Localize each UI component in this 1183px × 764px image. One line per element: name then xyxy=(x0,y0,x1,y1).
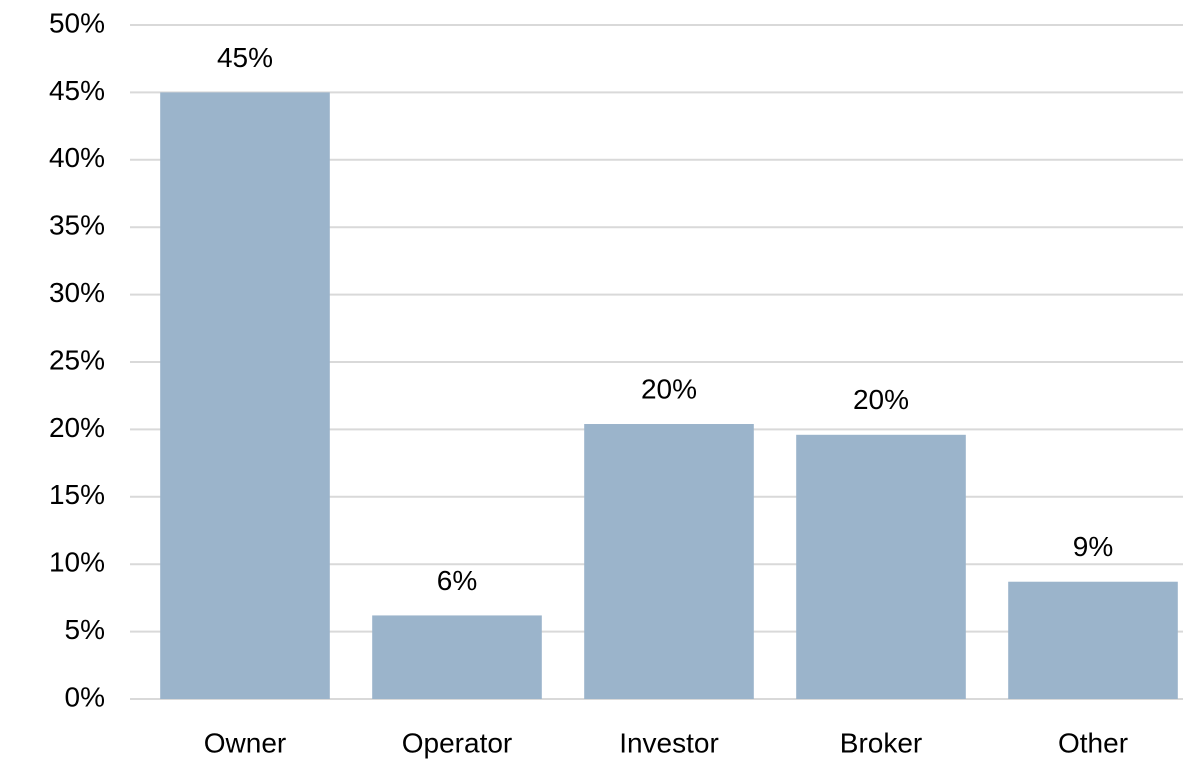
bar xyxy=(372,615,542,699)
y-tick-label: 5% xyxy=(65,614,105,645)
value-label: 9% xyxy=(1073,531,1113,562)
value-label: 20% xyxy=(641,373,697,404)
x-tick-label: Other xyxy=(1058,727,1128,758)
bar xyxy=(584,424,754,699)
y-tick-label: 15% xyxy=(49,479,105,510)
y-tick-label: 30% xyxy=(49,277,105,308)
y-tick-label: 40% xyxy=(49,142,105,173)
y-tick-label: 50% xyxy=(49,7,105,38)
y-tick-label: 10% xyxy=(49,547,105,578)
x-tick-label: Broker xyxy=(840,727,922,758)
value-label: 6% xyxy=(437,565,477,596)
y-tick-label: 25% xyxy=(49,344,105,375)
y-tick-label: 45% xyxy=(49,75,105,106)
bar xyxy=(1008,581,1178,699)
y-tick-label: 0% xyxy=(65,681,105,712)
bar xyxy=(160,92,330,699)
x-tick-label: Owner xyxy=(204,727,286,758)
value-label: 20% xyxy=(853,384,909,415)
bar xyxy=(796,434,966,699)
value-label: 45% xyxy=(217,42,273,73)
x-tick-label: Investor xyxy=(619,727,719,758)
y-tick-label: 20% xyxy=(49,412,105,443)
y-tick-label: 35% xyxy=(49,210,105,241)
x-tick-label: Operator xyxy=(402,727,513,758)
